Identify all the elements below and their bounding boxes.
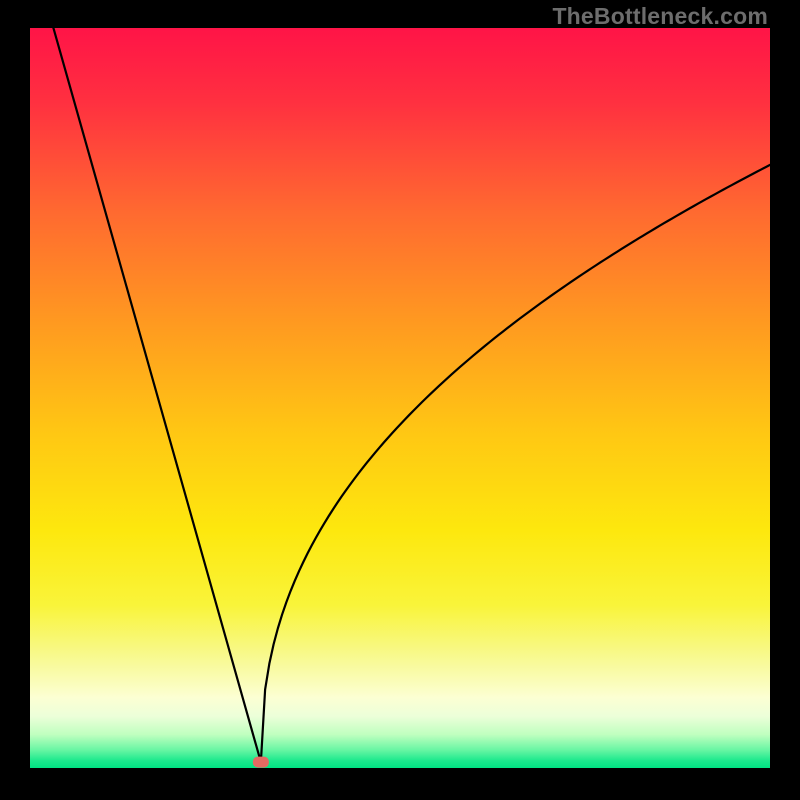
gradient-background <box>30 28 770 768</box>
figure-frame: TheBottleneck.com <box>0 0 800 800</box>
optimum-marker <box>253 757 269 768</box>
watermark-text: TheBottleneck.com <box>552 3 768 30</box>
bottleneck-chart <box>0 0 800 800</box>
